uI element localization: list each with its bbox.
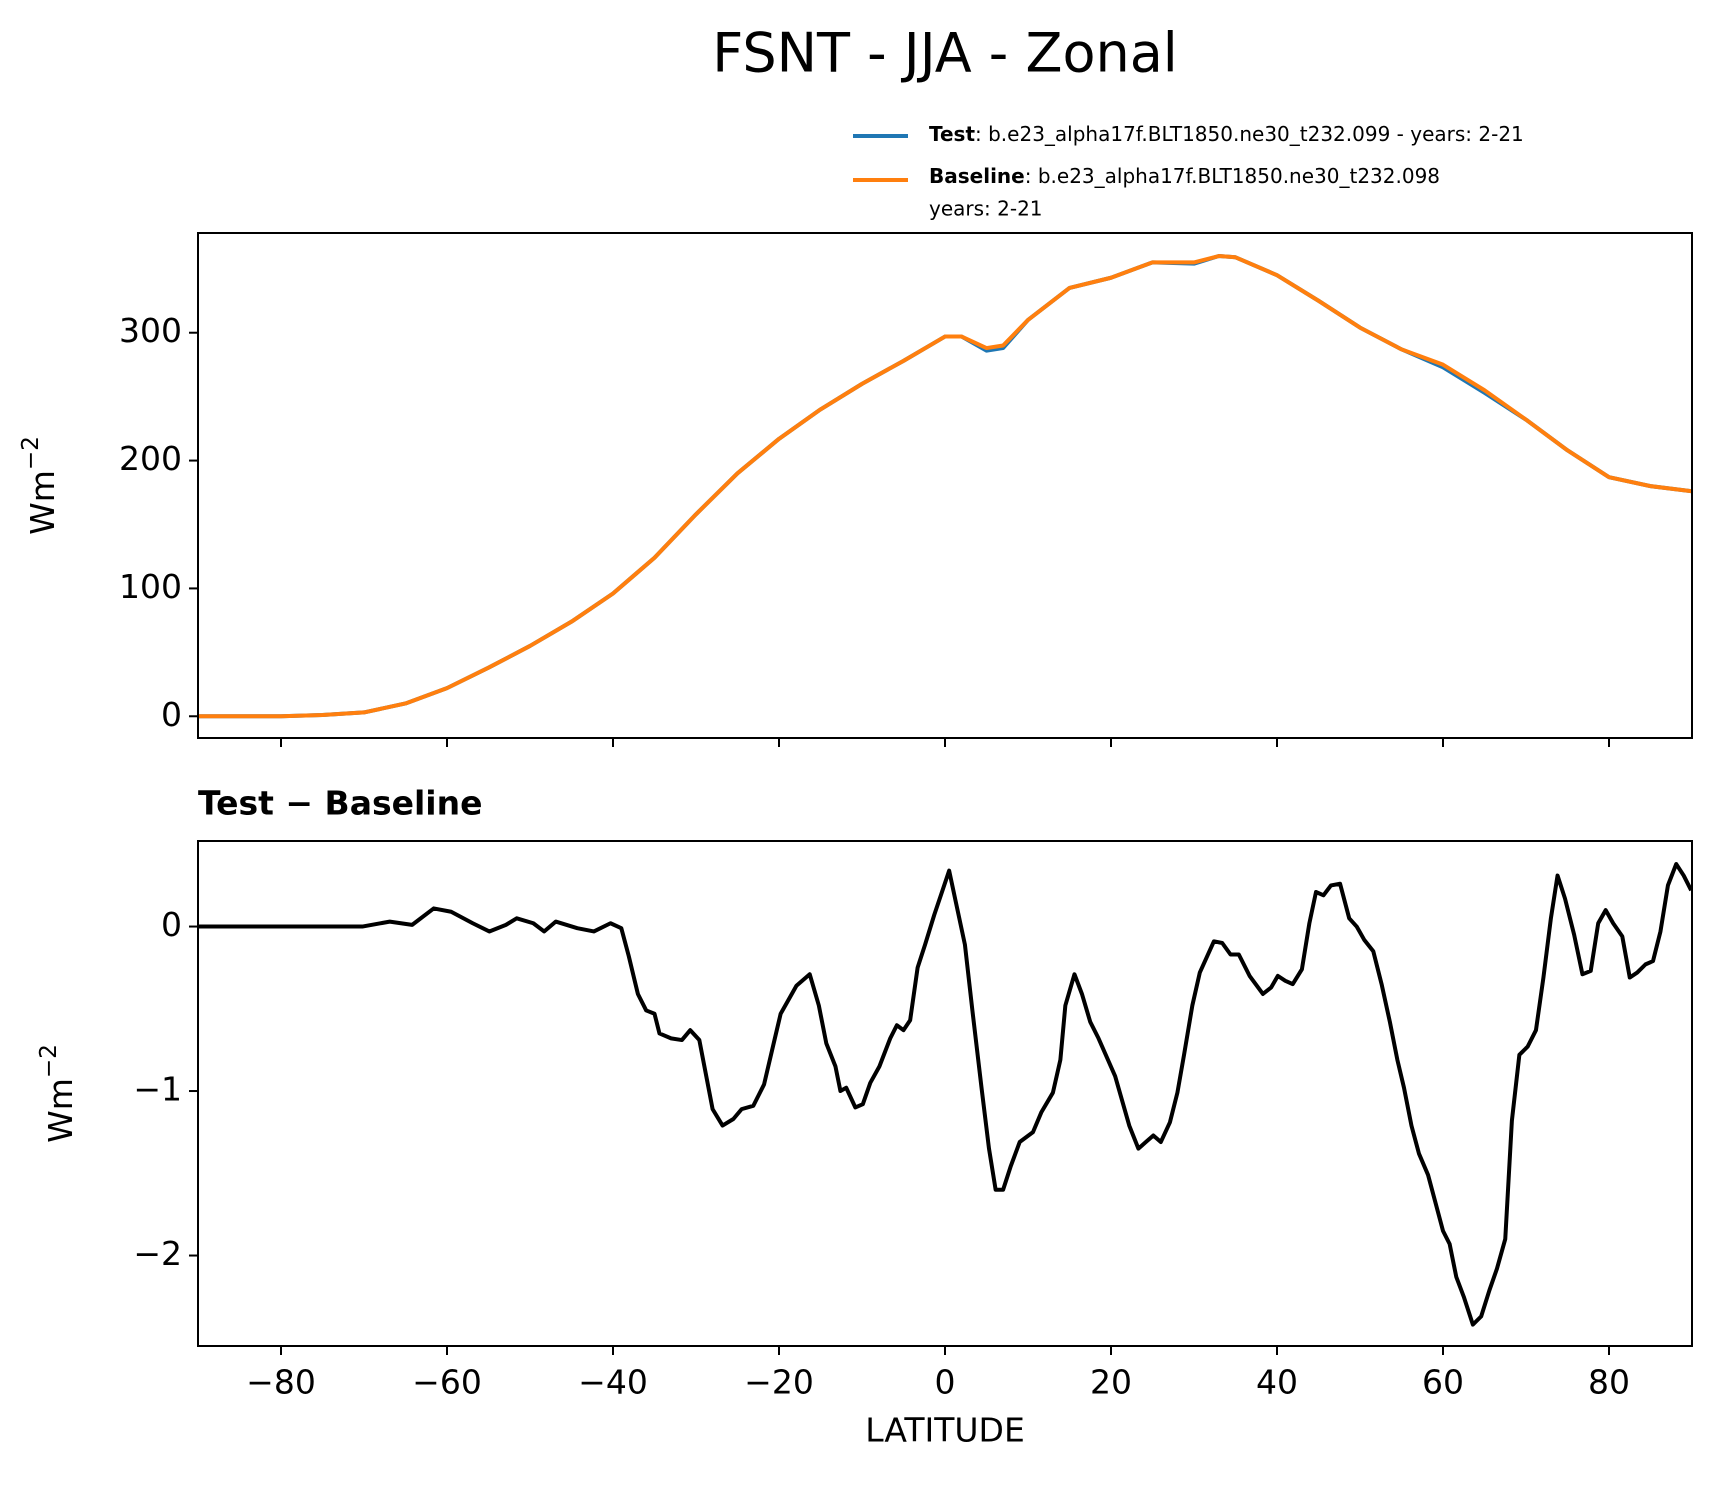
legend-name: Test <box>929 122 975 146</box>
y-tick-label: 300 <box>119 311 182 350</box>
legend-desc: : b.e23_alpha17f.BLT1850.ne30_t232.098 <box>1025 164 1440 188</box>
y-tick-label: −2 <box>133 1234 182 1273</box>
legend-desc: : b.e23_alpha17f.BLT1850.ne30_t232.099 -… <box>975 122 1524 146</box>
x-tick-label: 60 <box>1422 1363 1464 1402</box>
y-tick-label: 0 <box>161 695 182 734</box>
y-tick-label: 100 <box>119 567 182 606</box>
legend-desc-line: years: 2-21 <box>929 197 1043 221</box>
y-tick-label: 0 <box>161 905 182 944</box>
data-line <box>198 254 1692 719</box>
axes-title: Test − Baseline <box>198 784 483 823</box>
y-label-base: Wm <box>41 1078 80 1143</box>
y-tick-label: −1 <box>133 1070 182 1109</box>
y-axis-label: Wm−2 <box>36 1044 80 1143</box>
x-tick-label: 40 <box>1256 1363 1298 1402</box>
x-tick-label: −60 <box>412 1363 482 1402</box>
x-tick-label: −80 <box>246 1363 316 1402</box>
legend-name: Baseline <box>929 164 1025 188</box>
x-tick-label: 0 <box>935 1363 956 1402</box>
data-line <box>198 254 1692 719</box>
legend-entry: Baseline: b.e23_alpha17f.BLT1850.ne30_t2… <box>929 164 1440 188</box>
y-tick-label: 200 <box>119 439 182 478</box>
x-tick-label: −40 <box>578 1363 648 1402</box>
figure-title: FSNT - JJA - Zonal <box>712 22 1178 85</box>
x-tick-label: 20 <box>1090 1363 1132 1402</box>
y-label-sup: −2 <box>18 436 44 470</box>
data-line <box>198 862 1692 1327</box>
y-axis-label: Wm−2 <box>18 436 62 535</box>
x-tick-label: −20 <box>744 1363 814 1402</box>
y-label-sup: −2 <box>36 1044 62 1078</box>
legend-entry: Test: b.e23_alpha17f.BLT1850.ne30_t232.0… <box>929 122 1524 146</box>
y-label-base: Wm <box>23 470 62 535</box>
x-tick-label: 80 <box>1588 1363 1630 1402</box>
x-axis-label: LATITUDE <box>865 1411 1025 1450</box>
axes-frame <box>197 232 1693 739</box>
